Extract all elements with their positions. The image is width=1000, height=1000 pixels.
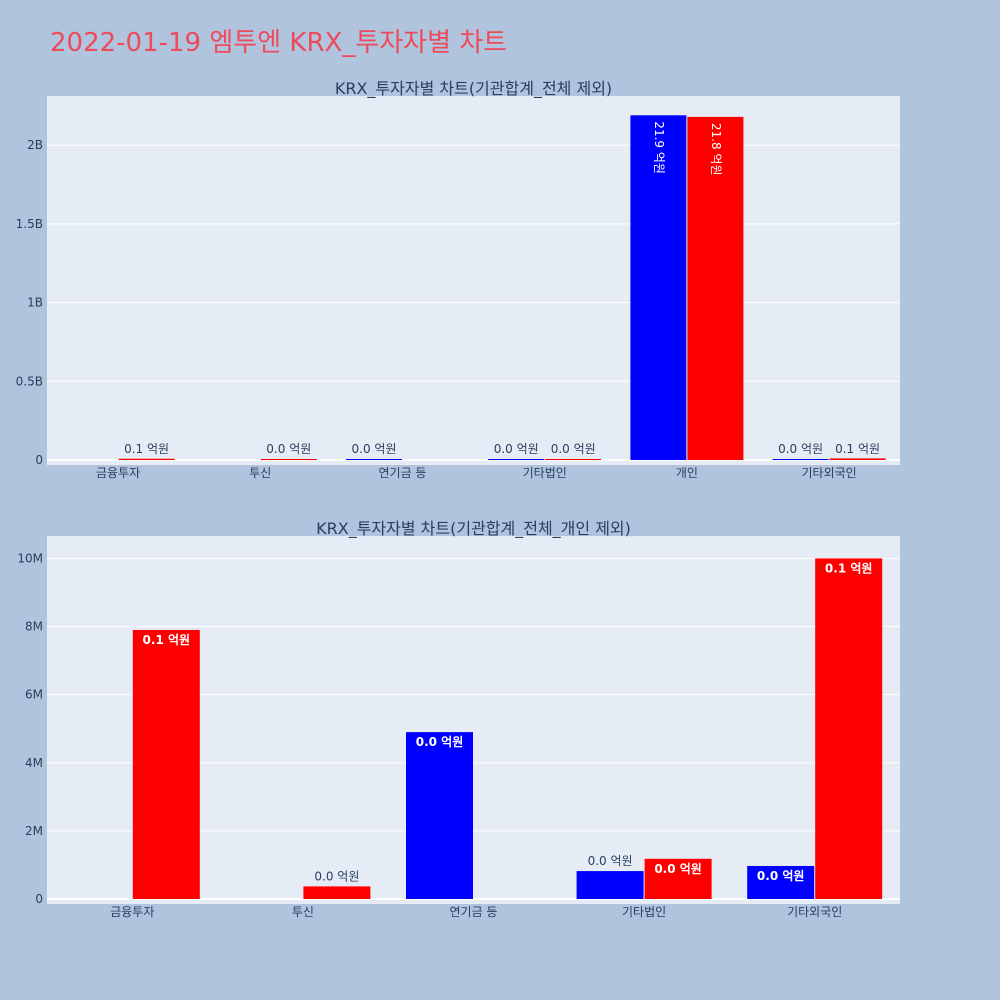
y-tick-label: 0.5B [16,374,43,388]
bar [132,629,200,899]
data-label: 21.9 억원 [652,121,666,174]
x-tick-label: 기타외국인 [787,905,842,919]
y-tick-label: 1.5B [16,217,43,231]
x-tick-label: 기타법인 [622,905,666,919]
bar [303,886,371,899]
bar [644,858,712,899]
bar [488,459,545,460]
bar [406,732,473,899]
bar [576,871,644,899]
bar [545,459,602,460]
plot-area [47,96,900,465]
y-tick-label: 0 [35,453,43,467]
x-tick-label: 기타법인 [523,466,567,480]
bar [260,459,317,460]
y-tick-label: 1B [27,296,43,310]
data-label: 0.0 억원 [266,442,311,456]
chart-1: 0 0.5B 1B 1.5B 2B KRX_투자자별 차트(기관합계_전체 제외) 금융투자… [16,79,900,480]
bar [747,865,815,899]
x-tick-label: 연기금 등 [379,466,427,480]
x-tick-label: 개인 [676,466,698,480]
y-tick-label: 2B [27,138,43,152]
x-tick-label: 기타외국인 [801,466,856,480]
data-label: 0.1 억원 [124,442,169,456]
data-label: 0.0 억원 [494,442,539,456]
bar [630,115,687,460]
data-label: 0.0 억원 [352,442,397,456]
data-label: 0.1 억원 [143,633,191,647]
bar [346,459,402,460]
data-label: 0.0 억원 [588,854,633,868]
data-label: 0.0 억원 [654,862,702,876]
chart-2: 0 2M 4M 6M 8M 10M KRX_투자자별 차트(기관합계_전체_개인 제외) 금융… [17,519,900,919]
data-label: 0.0 억원 [757,869,805,883]
data-label: 0.0 억원 [778,442,823,456]
x-tick-label: 투신 [249,466,271,480]
data-label: 0.1 억원 [835,442,880,456]
chart-title: KRX_투자자별 차트(기관합계_전체 제외) [335,79,612,99]
data-label: 21.8 억원 [709,123,723,176]
bar [815,558,883,899]
page-title: 2022-01-19 엠투엔 KRX_투자자별 차트 [50,28,508,58]
bar [772,459,829,460]
x-tick-label: 연기금 등 [450,905,498,919]
x-tick-label: 금융투자 [96,466,140,480]
y-tick-label: 2M [25,824,43,838]
bar [829,458,886,460]
data-label: 0.1 억원 [825,561,873,575]
y-tick-label: 0 [35,892,43,906]
chart-title: KRX_투자자별 차트(기관합계_전체_개인 제외) [316,519,631,539]
y-tick-label: 8M [25,620,43,634]
bar [118,458,175,460]
y-tick-label: 10M [17,551,43,565]
x-tick-label: 투신 [292,905,314,919]
y-tick-label: 4M [25,756,43,770]
y-tick-label: 6M [25,688,43,702]
bar [687,116,744,460]
data-label: 0.0 억원 [314,869,359,883]
data-label: 0.0 억원 [416,735,464,749]
data-label: 0.0 억원 [551,442,596,456]
x-tick-label: 금융투자 [110,905,154,919]
